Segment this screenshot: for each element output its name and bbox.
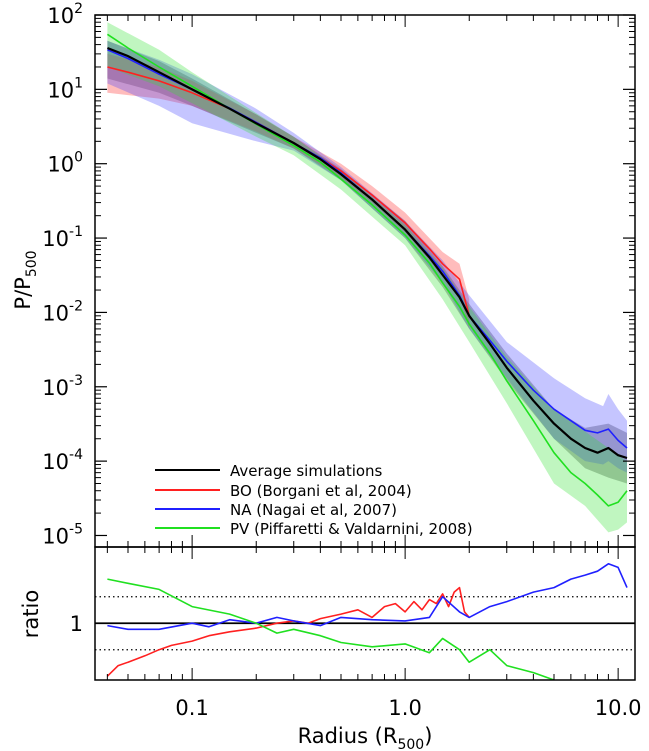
- legend-entry: Average simulations: [155, 462, 383, 480]
- x-tick-label: 10.0: [595, 696, 642, 720]
- legend-label-bo: BO (Borgani et al, 2004): [230, 482, 412, 500]
- profile-lines: [106, 33, 628, 507]
- ratio-lines: [106, 562, 628, 680]
- y-tick-label: 101: [47, 75, 83, 102]
- ratio-line-bo: [106, 586, 470, 677]
- ratio-y-ticks: 1: [70, 612, 635, 636]
- band-pv: [107, 22, 627, 533]
- x-axis-ticks-top: [106, 15, 619, 547]
- y-axis-ticks: 102 101 100 10-1 10-2 10-3 10-4 10-5: [42, 1, 635, 548]
- y-tick-label: 10-3: [42, 373, 83, 400]
- y-tick-label: 100: [47, 150, 83, 177]
- ratio-line-na: [107, 562, 628, 631]
- series-line-average: [106, 46, 628, 460]
- y-tick-label: 10-2: [42, 298, 83, 325]
- x-tick-label: 0.1: [175, 696, 208, 720]
- y-tick-label: 10-1: [42, 224, 83, 251]
- ratio-axis-label: ratio: [19, 590, 43, 638]
- y-axis-label: P/P500: [11, 250, 40, 309]
- legend-label-average: Average simulations: [230, 462, 383, 480]
- band-bo: [107, 53, 470, 329]
- legend-label-pv: PV (Piffaretti & Valdarnini, 2008): [230, 520, 473, 538]
- legend-entry: NA (Nagai et al, 2007): [155, 501, 397, 519]
- y-tick-label: 102: [47, 1, 83, 28]
- y-tick-label: 10-4: [42, 447, 83, 474]
- ratio-reference-lines: [95, 596, 635, 651]
- main-panel: 102 101 100 10-1 10-2 10-3 10-4 10-5 P/P500 Ave…: [11, 1, 636, 548]
- x-axis-label: Radius (R500): [298, 724, 433, 751]
- legend: Average simulations BO (Borgani et al, 2…: [155, 462, 473, 538]
- ratio-panel: 1 0.1 1.0 10.0 ratio Radius (R500): [19, 546, 642, 751]
- y-tick-label: 10-5: [42, 521, 83, 548]
- ratio-plot-frame: [94, 546, 636, 681]
- confidence-bands: [107, 22, 627, 533]
- legend-entry: BO (Borgani et al, 2004): [155, 482, 412, 500]
- x-tick-label: 1.0: [388, 696, 421, 720]
- ratio-line-pv: [107, 578, 556, 680]
- legend-label-na: NA (Nagai et al, 2007): [230, 501, 397, 519]
- x-axis-ticks: 0.1 1.0 10.0: [106, 547, 642, 720]
- ratio-y-tick-label: 1: [70, 612, 83, 636]
- legend-entry: PV (Piffaretti & Valdarnini, 2008): [155, 520, 473, 538]
- band-average: [107, 40, 627, 484]
